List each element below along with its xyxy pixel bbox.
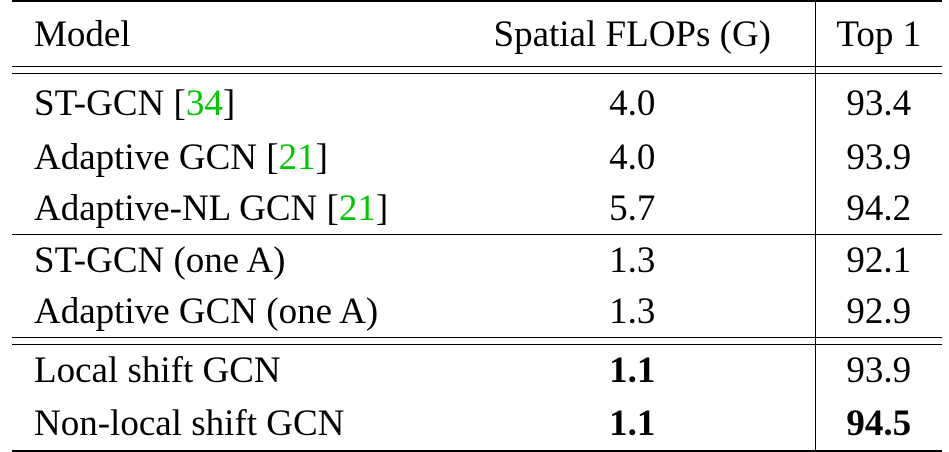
results-table-container: Model Spatial FLOPs (G) Top 1 ST-GCN [34… xyxy=(12,0,942,452)
header-row: Model Spatial FLOPs (G) Top 1 xyxy=(12,0,942,67)
top1-cell: 93.9 xyxy=(814,132,942,183)
double-rule xyxy=(12,337,942,345)
double-rule xyxy=(12,66,942,74)
table-row: ST-GCN [34] 4.0 93.4 xyxy=(12,73,942,133)
table-row: Non-local shift GCN 1.1 94.5 xyxy=(12,396,942,452)
model-name: Adaptive GCN xyxy=(34,137,267,178)
model-cell: ST-GCN (one A) xyxy=(34,240,286,281)
model-cell: Adaptive-NL GCN [21] xyxy=(12,183,450,235)
model-cell: ST-GCN [34] xyxy=(12,74,450,133)
model-cell: Adaptive GCN [21] xyxy=(12,132,450,183)
table-row: ST-GCN (one A) 1.3 92.1 xyxy=(12,234,942,286)
top1-cell: 93.4 xyxy=(814,73,942,132)
citation-link[interactable]: 21 xyxy=(338,188,376,229)
model-name: Adaptive-NL GCN xyxy=(34,188,327,229)
model-name: ST-GCN xyxy=(34,82,174,124)
flops-cell: 4.0 xyxy=(609,82,656,124)
top1-cell: 93.9 xyxy=(814,344,942,396)
top1-cell: 92.1 xyxy=(814,234,942,286)
flops-cell: 5.7 xyxy=(450,183,815,235)
cite-close-bracket: ] xyxy=(375,188,389,229)
results-table: Model Spatial FLOPs (G) Top 1 ST-GCN [34… xyxy=(12,0,942,452)
header-spatial-flops: Spatial FLOPs (G) xyxy=(450,0,815,67)
top1-cell: 92.9 xyxy=(814,286,942,338)
flops-cell: 4.0 xyxy=(609,137,656,178)
table-row: Local shift GCN 1.1 93.9 xyxy=(12,344,942,396)
top1-cell: 94.2 xyxy=(814,183,942,235)
cite-open-bracket: [ xyxy=(266,137,279,178)
model-cell: Adaptive GCN (one A) xyxy=(12,286,450,338)
citation-link[interactable]: 21 xyxy=(278,137,316,178)
model-cell: Non-local shift GCN xyxy=(12,396,450,452)
header-model: Model xyxy=(12,0,450,67)
table-row: Adaptive-NL GCN [21] 5.7 94.2 xyxy=(12,183,942,235)
header-top1: Top 1 xyxy=(814,0,942,67)
table-row: Adaptive GCN (one A) 1.3 92.9 xyxy=(12,286,942,338)
cite-open-bracket: [ xyxy=(173,82,186,124)
model-cell: Local shift GCN xyxy=(34,350,281,391)
cite-close-bracket: ] xyxy=(222,82,236,124)
flops-cell: 1.1 xyxy=(609,350,656,391)
cite-close-bracket: ] xyxy=(315,137,328,178)
flops-cell: 1.3 xyxy=(450,286,815,338)
flops-cell: 1.1 xyxy=(450,396,815,452)
flops-cell: 1.3 xyxy=(609,240,656,281)
table-row: Adaptive GCN [21] 4.0 93.9 xyxy=(12,132,942,183)
top1-cell: 94.5 xyxy=(814,396,942,452)
citation-link[interactable]: 34 xyxy=(185,82,223,124)
cite-open-bracket: [ xyxy=(326,188,339,229)
